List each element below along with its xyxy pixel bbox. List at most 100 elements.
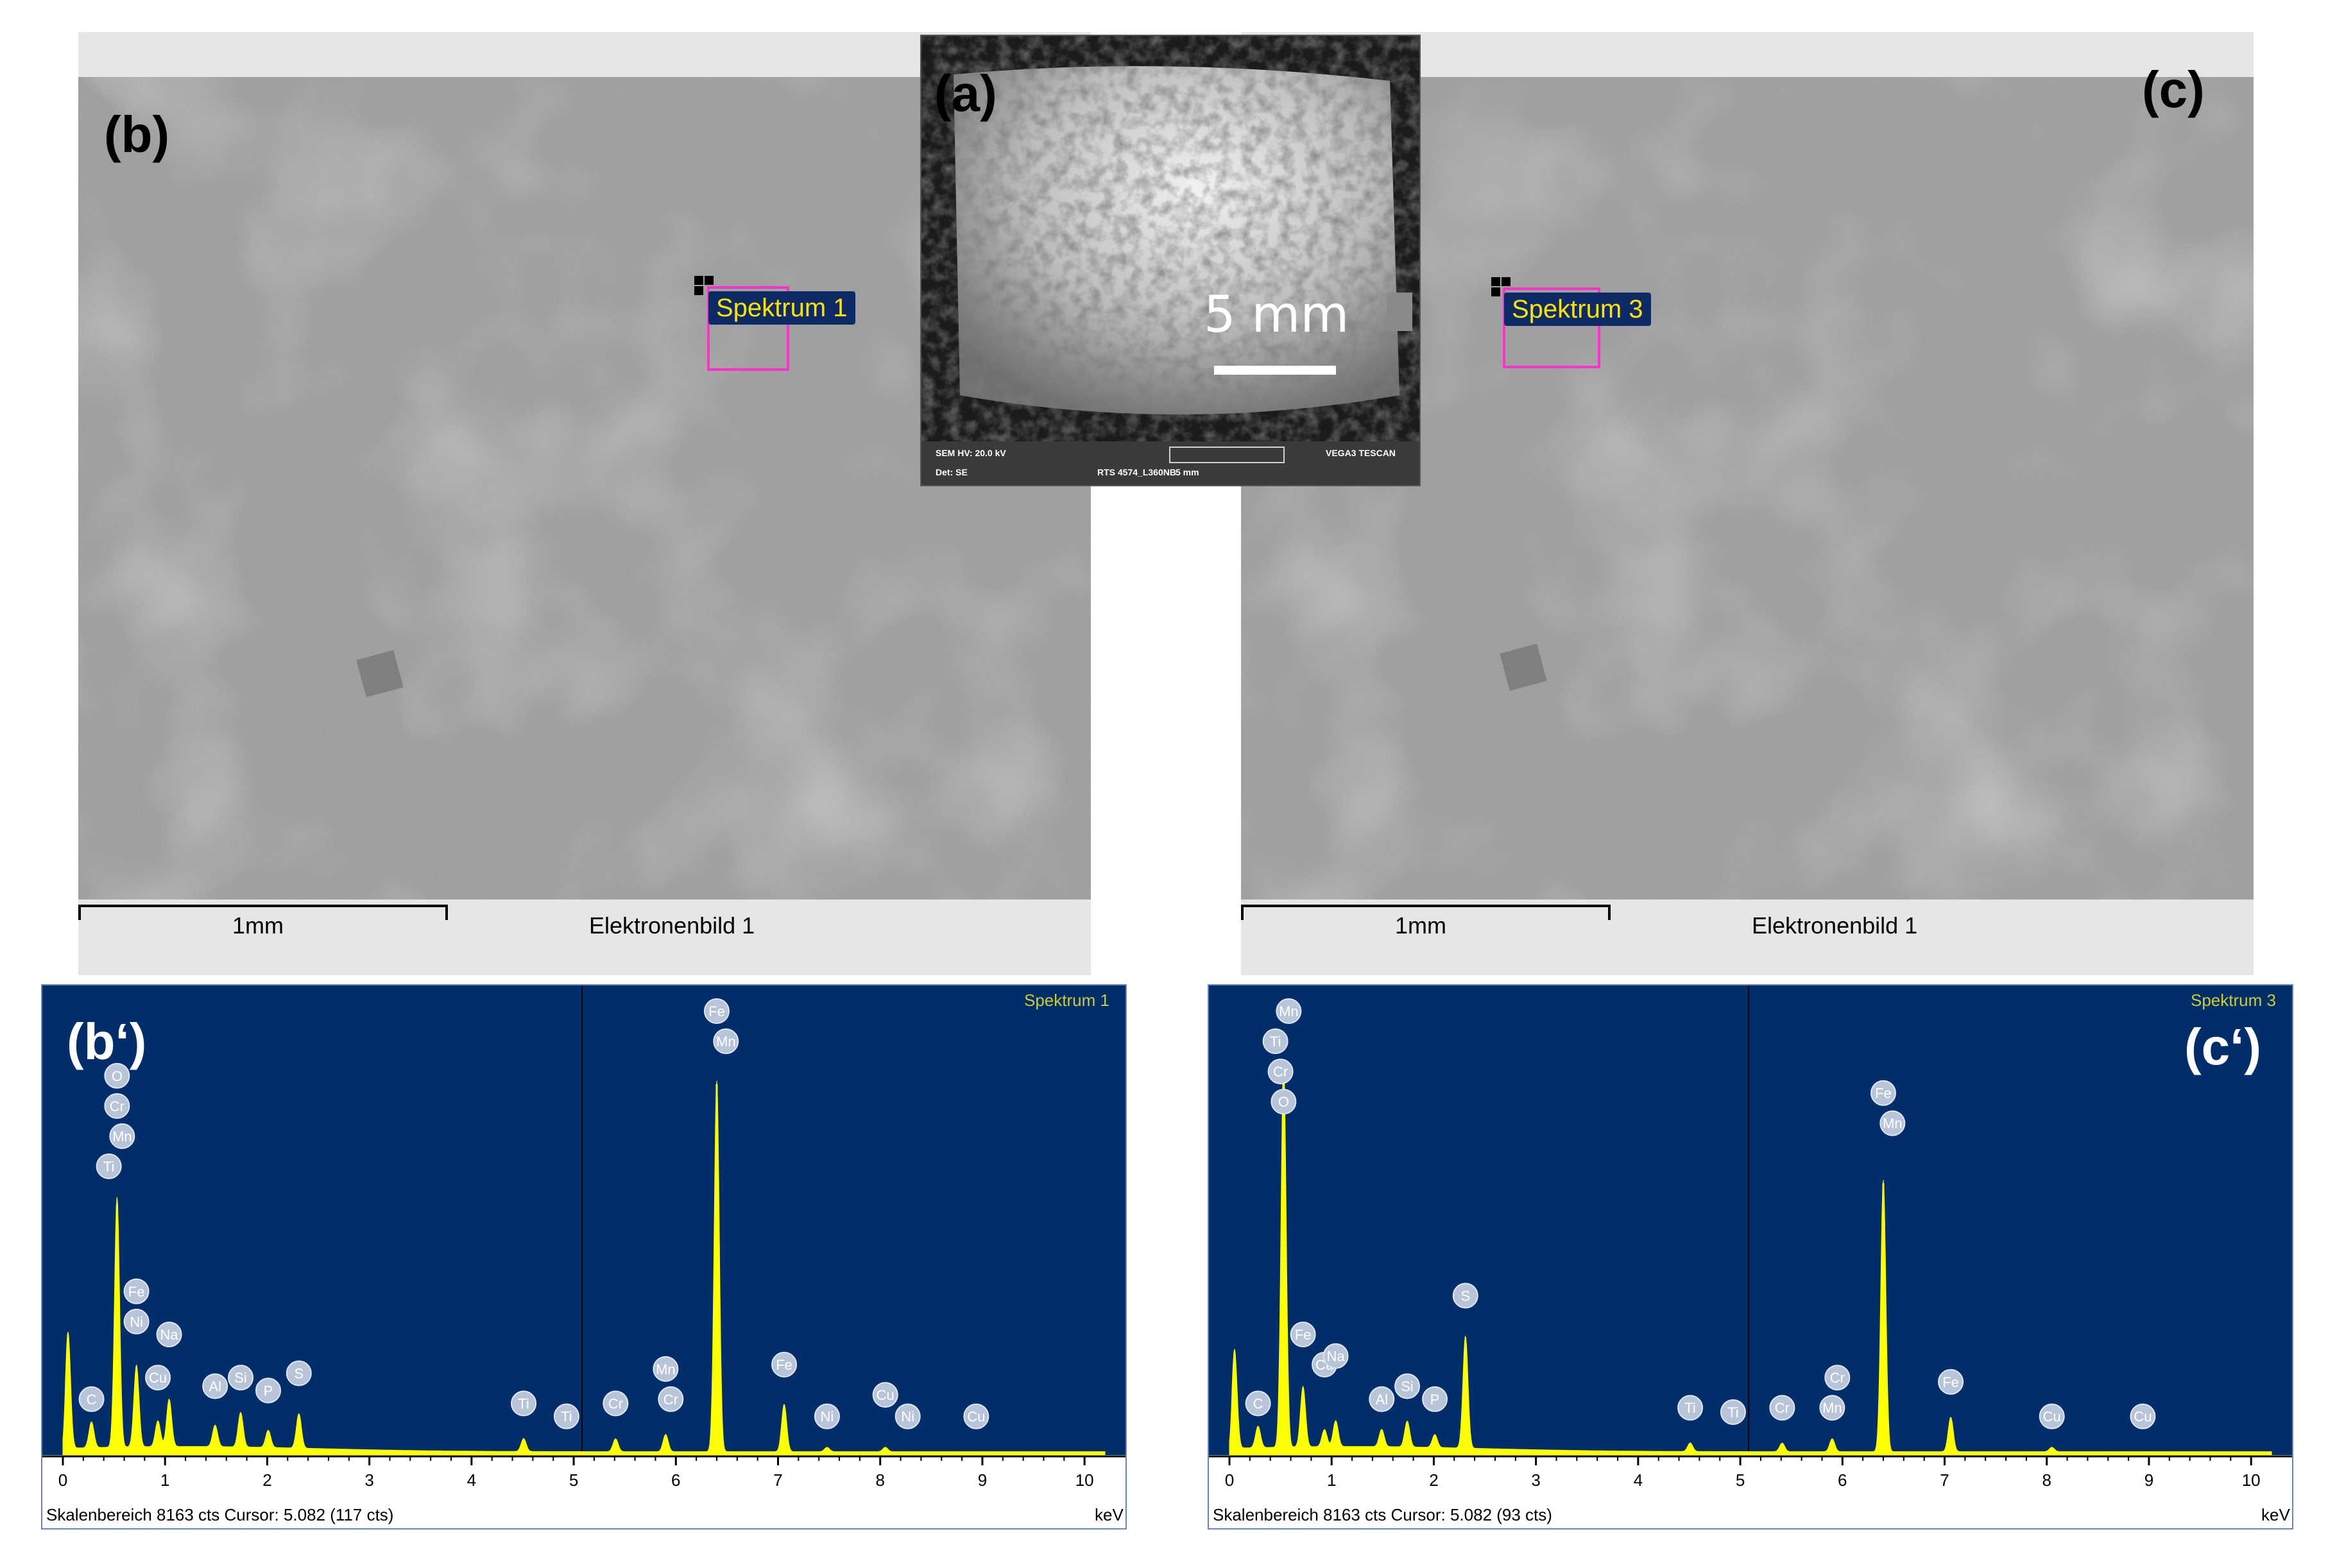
element-label-circle: [156, 1322, 182, 1347]
tick-label: 10: [1075, 1470, 1094, 1490]
element-label: Al: [202, 1373, 228, 1399]
spectrum-title-c-prime: Spektrum 3: [2191, 991, 2276, 1010]
element-label-circle: [658, 1386, 684, 1412]
element-label: Si: [228, 1365, 254, 1391]
element-label-circle: [1879, 1110, 1906, 1136]
element-label-text: Si: [234, 1370, 247, 1386]
tick-label: 0: [1225, 1470, 1234, 1490]
inset-info-bar: SEM HV: 20.0 kV Det: SE RTS 4574_L360NB …: [921, 441, 1419, 485]
element-label-circle: [123, 1308, 150, 1334]
element-label: Fe: [703, 998, 730, 1024]
spectrum-area: [62, 1080, 1106, 1456]
element-label-circle: [1290, 1322, 1316, 1347]
sem-inset-a: (a) 5 mm SEM HV: 20.0 kV Det: SE RTS 457…: [920, 35, 1421, 486]
element-label-circle: [286, 1360, 312, 1386]
tick-label: 8: [875, 1470, 884, 1490]
spectrum-label-c[interactable]: Spektrum 3: [1504, 293, 1651, 326]
inset-scale-bar: [1214, 366, 1336, 375]
element-label-circle: [771, 1352, 798, 1378]
element-label: Fe: [1938, 1368, 1964, 1395]
eds-spectrum-c-prime: 0 1 2 3 4 5 6 7 8 9 10 C Mn Ti Cr O Fe Cu Na Al Si P S Ti Ti Cr Mn…: [1208, 984, 2293, 1530]
tick-label: 6: [671, 1470, 680, 1490]
element-label: Cr: [1769, 1395, 1795, 1421]
element-label-circle: [1819, 1395, 1845, 1421]
spectrum-label-b[interactable]: Spektrum 1: [708, 291, 855, 325]
element-label-text: Fe: [128, 1284, 145, 1300]
element-label-text: Cu: [2134, 1409, 2152, 1425]
tick-label: 6: [1838, 1470, 1847, 1490]
image-name-b: Elektronenbild 1: [589, 912, 755, 939]
element-label-circle: [1369, 1386, 1395, 1412]
element-label: Ti: [1720, 1399, 1746, 1425]
element-label-circle: [202, 1373, 228, 1399]
element-label-text: Cr: [1775, 1400, 1790, 1416]
element-label-text: Mn: [1279, 1003, 1299, 1019]
element-label: Ni: [123, 1308, 150, 1334]
element-label-text: Ti: [1727, 1404, 1739, 1420]
element-label-text: Mn: [1883, 1116, 1903, 1132]
element-label: Ti: [1262, 1028, 1288, 1055]
element-label-circle: [1267, 1059, 1294, 1085]
element-label-text: Cr: [663, 1392, 678, 1408]
tick-label: 8: [2042, 1470, 2051, 1490]
element-label: C: [78, 1386, 105, 1412]
element-label: Ti: [1677, 1395, 1704, 1421]
panel-label-b: (b): [104, 106, 170, 163]
image-name-c: Elektronenbild 1: [1752, 912, 1918, 939]
element-label: S: [286, 1360, 312, 1386]
element-label-circle: [2130, 1403, 2156, 1429]
tick-label: 9: [2144, 1470, 2153, 1490]
corner-marker-icon: [1491, 277, 1514, 303]
status-line-c-prime: Skalenbereich 8163 cts Cursor: 5.082 (93…: [1213, 1505, 1552, 1524]
eds-plot-c-prime: 0 1 2 3 4 5 6 7 8 9 10 C Mn Ti Cr O Fe Cu Na Al Si P S Ti Ti Cr Mn…: [1209, 985, 2292, 1528]
element-label: Cu: [872, 1382, 898, 1408]
element-label-text: Cr: [1273, 1064, 1288, 1080]
eds-spectrum-b-prime: 0 1 2 3 4 5 6 7 8 9 10 C O Cr Mn Ti Fe Ni Cu Na Al Si P S Ti Ti Cr…: [41, 984, 1127, 1530]
inset-view: 5 mm: [1176, 467, 1199, 477]
element-label-circle: [96, 1153, 122, 1179]
eds-plot-b-prime: 0 1 2 3 4 5 6 7 8 9 10 C O Cr Mn Ti Fe Ni Cu Na Al Si P S Ti Ti Cr…: [42, 985, 1125, 1528]
tick-label: 1: [160, 1470, 169, 1490]
tick-label: 5: [1736, 1470, 1745, 1490]
inset-scale-text: 5 mm: [1204, 286, 1349, 344]
element-label-text: Fe: [708, 1003, 725, 1019]
tick-label: 9: [978, 1470, 987, 1490]
element-label: Mn: [1879, 1110, 1906, 1136]
element-label-text: Mn: [1822, 1400, 1842, 1416]
element-label: Ti: [553, 1403, 579, 1429]
element-label-circle: [255, 1377, 282, 1404]
tick-label: 3: [364, 1470, 373, 1490]
element-label-text: Ti: [1684, 1400, 1696, 1416]
element-label-circle: [894, 1403, 921, 1429]
unit-label-b-prime: keV: [1095, 1505, 1124, 1524]
tick-label: 7: [1940, 1470, 1949, 1490]
element-label-circle: [145, 1365, 171, 1391]
element-label: Cr: [1267, 1059, 1294, 1085]
element-label: Mn: [1819, 1395, 1845, 1421]
corner-marker-icon: [694, 276, 717, 302]
element-label: Ni: [894, 1403, 921, 1429]
spectrum-box-b[interactable]: [707, 286, 789, 371]
element-label-circle: [1769, 1395, 1795, 1421]
element-label-circle: [553, 1403, 579, 1429]
element-label-text: Ti: [518, 1396, 529, 1412]
element-label-text: Fe: [1295, 1327, 1312, 1343]
element-label: O: [1271, 1089, 1297, 1115]
element-label-text: Fe: [1942, 1374, 1959, 1390]
scale-bar-c: [1241, 905, 1611, 920]
tick-label: 3: [1531, 1470, 1540, 1490]
element-label: Cr: [658, 1386, 684, 1412]
element-label-text: C: [1253, 1396, 1263, 1412]
element-label: Cu: [963, 1403, 989, 1429]
element-label-text: Mn: [716, 1034, 736, 1050]
element-label-circle: [1720, 1399, 1746, 1425]
spectrum-box-c[interactable]: [1503, 287, 1600, 368]
element-label: Cu: [2130, 1403, 2156, 1429]
element-label-text: Al: [1375, 1392, 1388, 1408]
element-label: C: [1245, 1390, 1271, 1417]
element-label-text: Al: [209, 1379, 221, 1395]
element-label-text: Ni: [901, 1409, 914, 1425]
inset-image-a: (a) 5 mm: [921, 36, 1419, 441]
element-label-text: Cu: [967, 1409, 985, 1425]
element-label-circle: [1422, 1386, 1448, 1412]
